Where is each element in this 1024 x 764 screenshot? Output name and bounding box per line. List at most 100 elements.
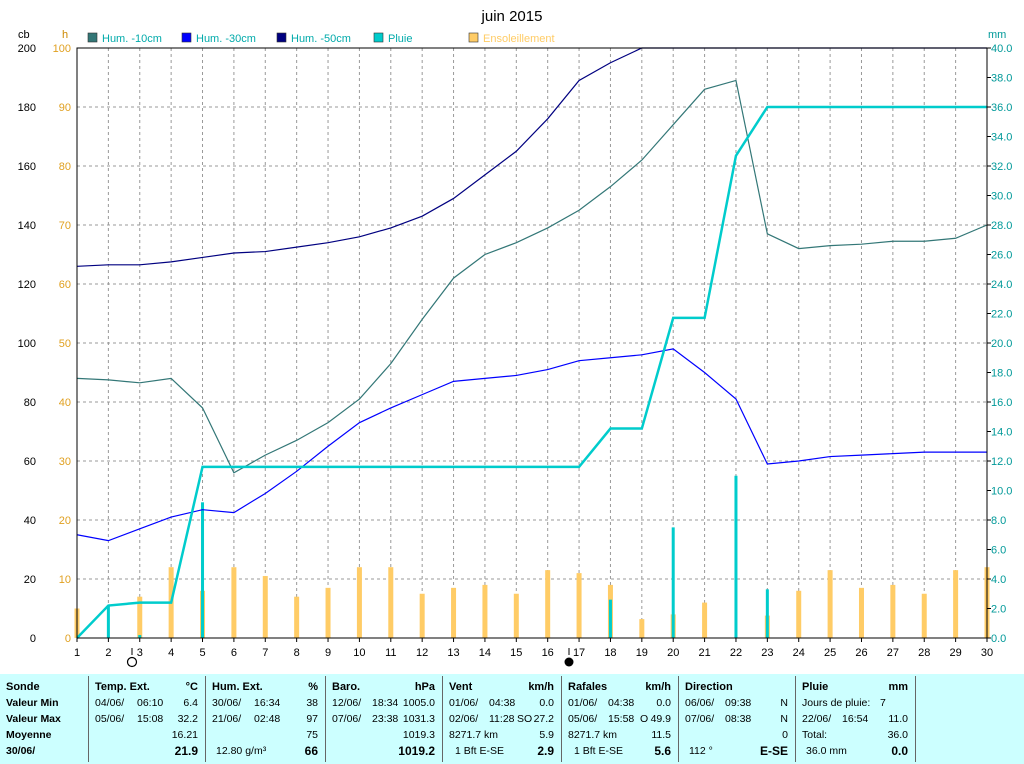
h-tick-label: 50 (59, 338, 71, 350)
rain-unit: mm (888, 681, 908, 693)
gusts-column: Rafales km/h 01/06/04:38 0.0 05/06/15:58 O… (562, 674, 677, 764)
x-tick-label: 17 (573, 647, 585, 659)
mm-tick-label: 26.0 (991, 250, 1012, 262)
gust-current: 5.6 (654, 744, 671, 758)
gusts-unit: km/h (645, 681, 671, 693)
legend-swatch (373, 32, 384, 43)
dir-row3-value: 0 (782, 729, 788, 741)
mm-tick-label: 38.0 (991, 73, 1012, 85)
divider (561, 676, 562, 762)
humidity-unit: % (308, 681, 318, 693)
legend-label: Pluie (388, 33, 412, 45)
h-tick-label: 30 (59, 456, 71, 468)
rain-column: Pluie mm Jours de pluie: 7 22/06/16:54 11.… (796, 674, 914, 764)
sunshine-bar (388, 567, 394, 638)
gusts-title: Rafales (568, 681, 608, 693)
cb-tick-label: 120 (18, 279, 36, 291)
gust-average: 11.5 (651, 729, 671, 741)
mm-tick-label: 28.0 (991, 220, 1012, 232)
sunshine-bar (576, 573, 582, 638)
sunshine-bar (921, 593, 927, 638)
x-tick-label: 2 (105, 647, 111, 659)
x-tick-label: 20 (667, 647, 679, 659)
divider (325, 676, 326, 762)
plot-border (76, 47, 988, 639)
series-line-hum-30cm (76, 348, 987, 542)
legend-label: Hum. -30cm (196, 33, 256, 45)
series-line-hum-10cm (76, 79, 988, 474)
sunshine-bar (513, 593, 519, 638)
h-tick-label: 90 (59, 102, 71, 114)
rain-bar (671, 527, 675, 638)
temp-current: 21.9 (174, 744, 198, 758)
x-tick-label: 3 (137, 647, 143, 659)
hum-min-value: 38 (306, 697, 318, 709)
x-tick-label: 25 (824, 647, 836, 659)
x-tick-label: 23 (761, 647, 773, 659)
x-tick-label: 1 (74, 647, 80, 659)
mm-tick-label: 4.0 (991, 574, 1006, 586)
rain-summary: 36.0 mm (806, 745, 847, 757)
row-label-avg: Moyenne (6, 729, 52, 741)
sunshine-bar (325, 587, 331, 638)
x-tick-label: 26 (855, 647, 867, 659)
humidity-column: Hum. Ext. % 30/06/16:34 38 21/06/02:48 97 … (206, 674, 324, 764)
wind-current: 2.9 (537, 744, 554, 758)
x-tick-label: 29 (949, 647, 961, 659)
cb-tick-label: 40 (24, 515, 36, 527)
sunshine-bars (74, 567, 990, 638)
row-label-min: Valeur Min (6, 697, 59, 709)
sunshine-bar (796, 590, 802, 638)
sunshine-bar (858, 587, 864, 638)
x-tick-label: 9 (325, 647, 331, 659)
rain-days-label: Jours de pluie: (802, 697, 871, 709)
mm-tick-label: 16.0 (991, 397, 1012, 409)
temp-max-time: 15:08 (137, 713, 164, 725)
x-tick-label: 27 (887, 647, 899, 659)
h-tick-label: 100 (53, 43, 71, 55)
mm-tick-label: 34.0 (991, 132, 1012, 144)
cb-tick-label: 60 (24, 456, 36, 468)
x-tick-label: 4 (168, 647, 174, 659)
legend: Hum. -10cm Hum. -30cm Hum. -50cm Pluie Ensol… (87, 32, 555, 45)
sunshine-bar (545, 570, 551, 638)
wind-unit: km/h (528, 681, 554, 693)
x-tick-label: 7 (262, 647, 268, 659)
mm-tick-label: 32.0 (991, 161, 1012, 173)
humidity-title: Hum. Ext. (212, 681, 263, 693)
baro-average: 1019.3 (402, 729, 435, 741)
rain-title: Pluie (802, 681, 829, 693)
baro-title: Baro. (332, 681, 361, 693)
sunshine-bar (231, 567, 237, 638)
temp-column: Temp. Ext. °C 04/06/06:10 6.4 05/06/15:08… (89, 674, 204, 764)
cb-tick-label: 200 (18, 43, 36, 55)
hum-absolute: 12.80 g/m³ (216, 745, 267, 757)
mm-tick-label: 14.0 (991, 427, 1012, 439)
sunshine-bar (482, 584, 488, 638)
mm-tick-label: 24.0 (991, 279, 1012, 291)
wind-title: Vent (449, 681, 473, 693)
gust-min-value: 0.0 (656, 697, 671, 709)
x-tick-label: 18 (604, 647, 616, 659)
x-tick-label: 16 (542, 647, 554, 659)
moon-phase-icon (126, 656, 138, 668)
daily-rain-bars (106, 475, 769, 638)
legend-label: Hum. -10cm (102, 33, 162, 45)
mm-tick-label: 2.0 (991, 604, 1006, 616)
cb-tick-label: 140 (18, 220, 36, 232)
x-tick-label: 8 (294, 647, 300, 659)
left-axis-cb-unit: cb (18, 29, 30, 41)
x-tick-label: 11 (385, 647, 396, 659)
temp-min-time: 06:10 (137, 697, 164, 709)
rain-max-value: 11.0 (888, 713, 908, 725)
hum-max-date: 21/06/ (212, 713, 242, 725)
sunshine-bar (294, 596, 300, 638)
sonde-title: Sonde (6, 681, 40, 693)
hum-min-time: 16:34 (254, 697, 281, 709)
baro-current: 1019.2 (398, 744, 435, 758)
baro-unit: hPa (414, 681, 435, 693)
dir-degrees: 112 ° (689, 745, 713, 757)
sunshine-bar (890, 584, 896, 638)
legend-swatch (181, 32, 192, 43)
